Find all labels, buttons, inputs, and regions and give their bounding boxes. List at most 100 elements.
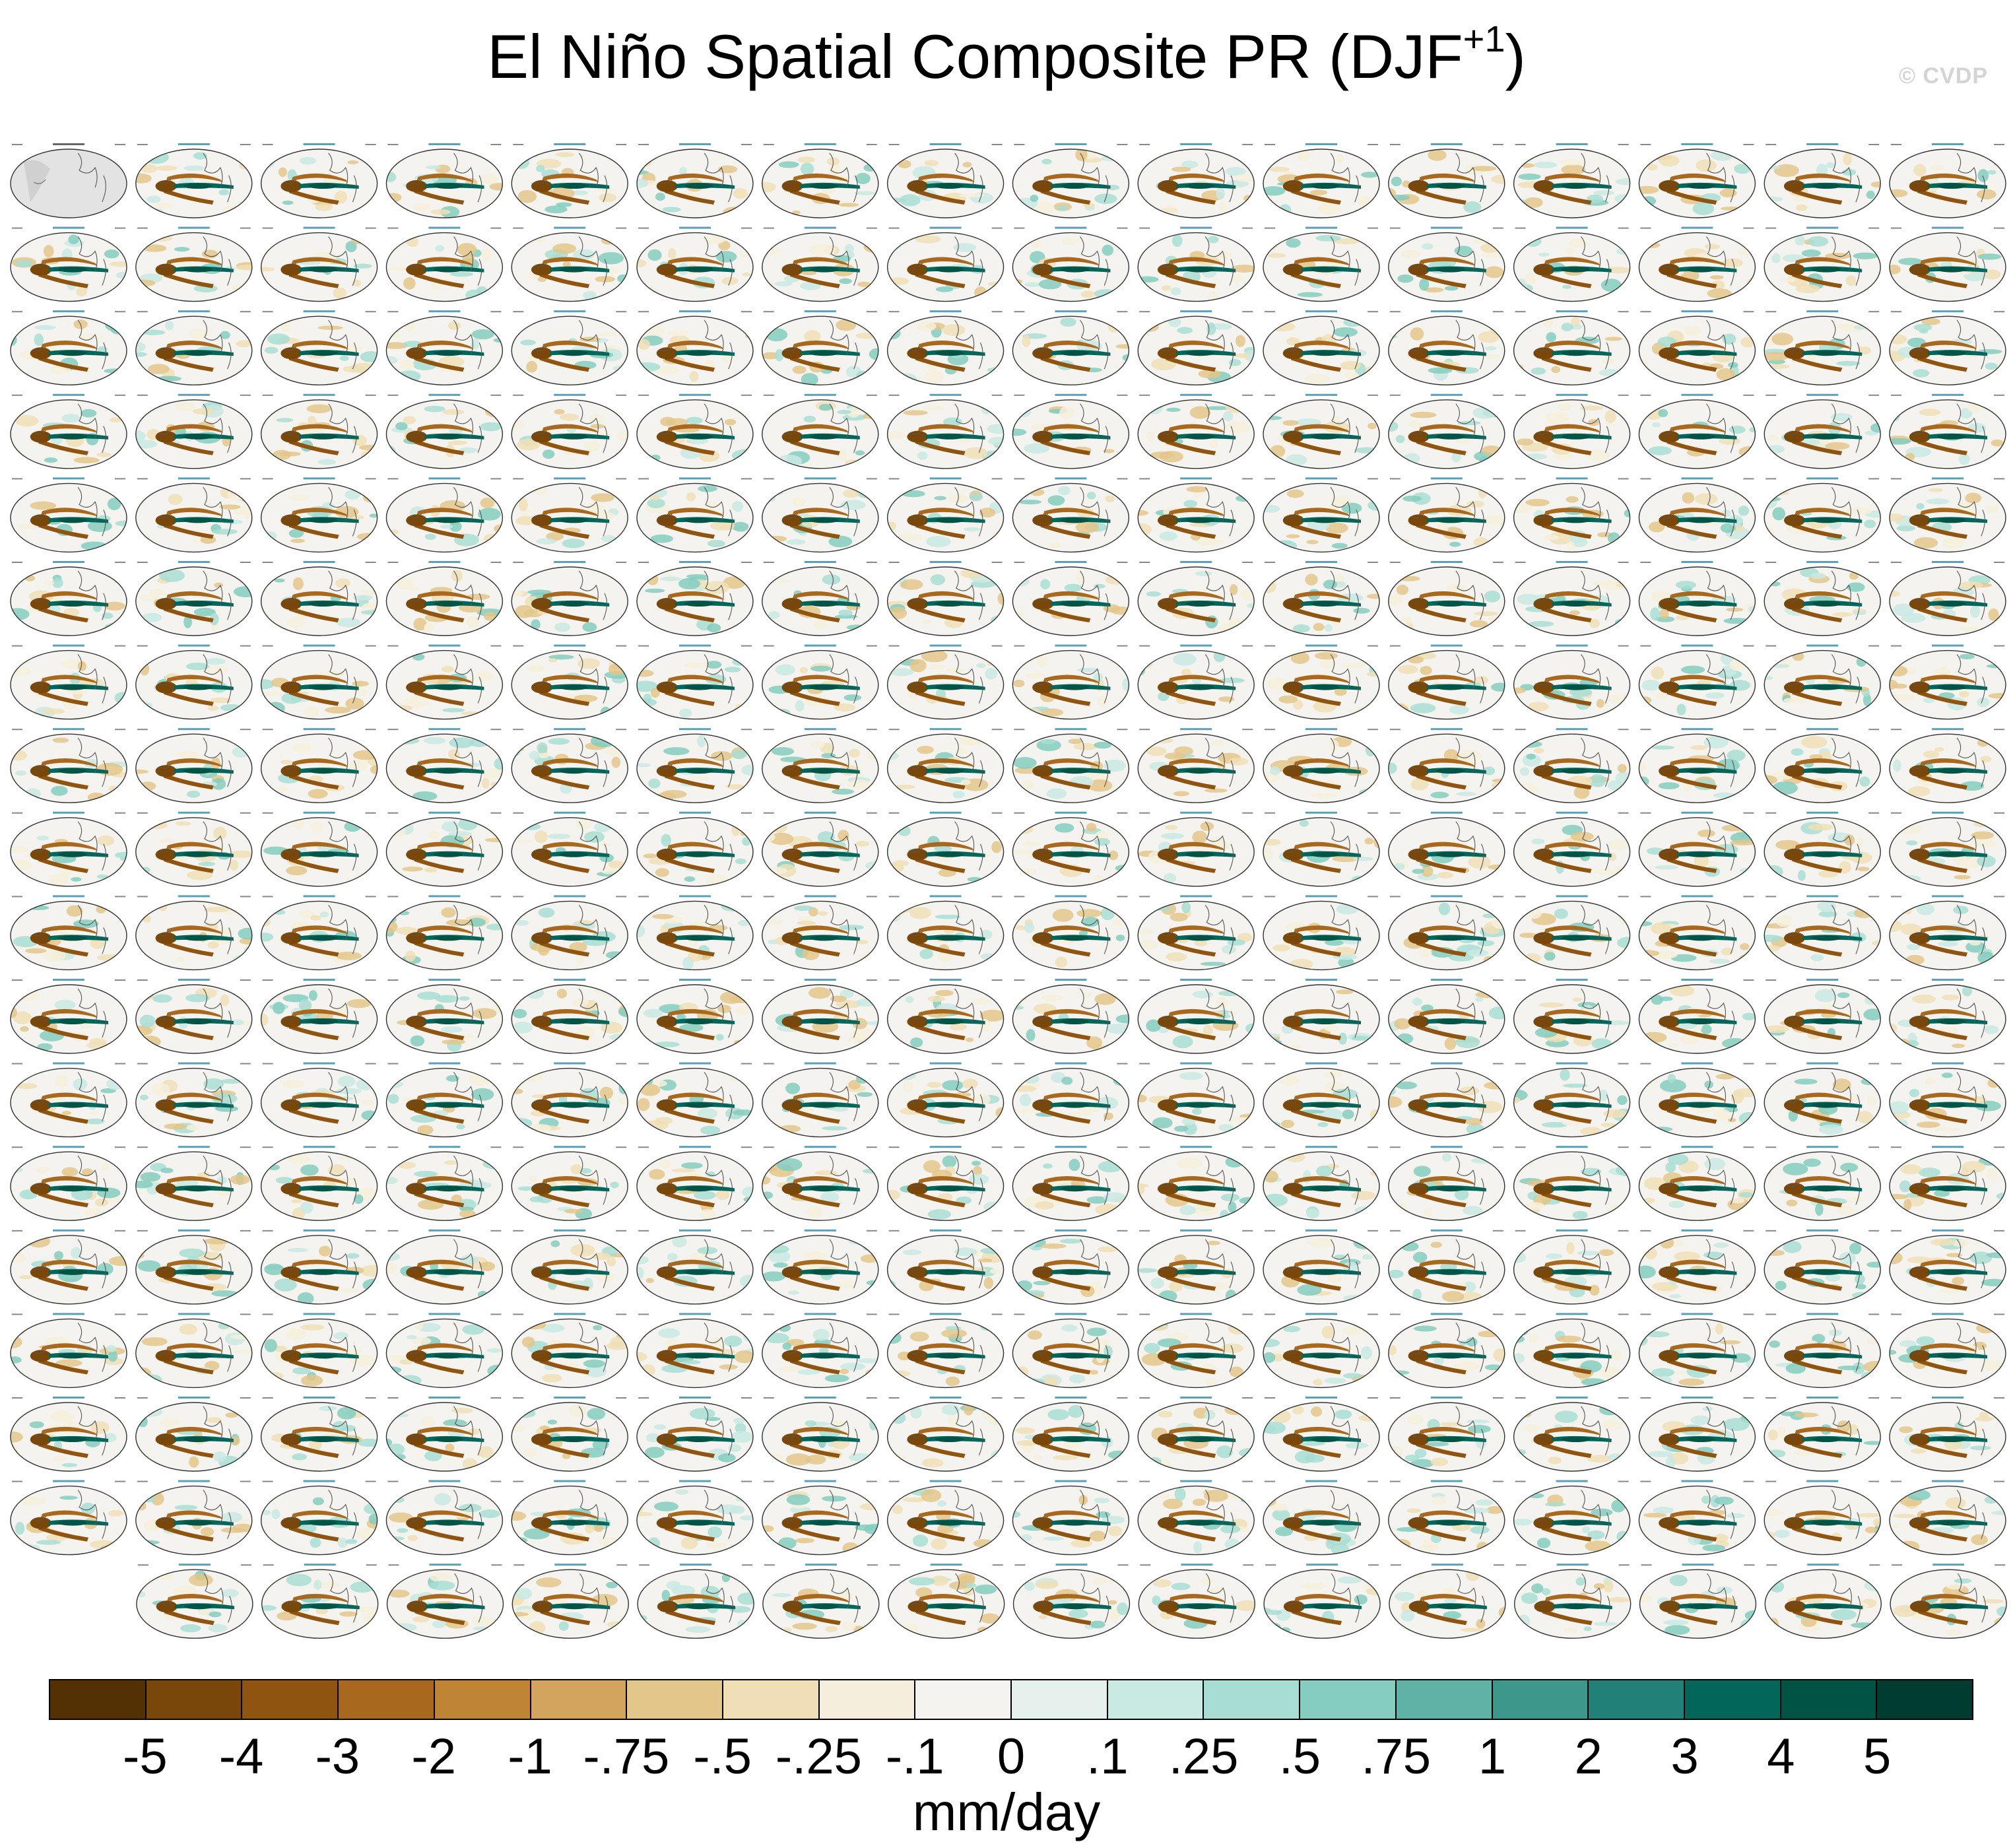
coastline [1229, 510, 1234, 537]
anomaly-blob [234, 586, 252, 598]
panel-corner-label-mark [1515, 144, 1526, 145]
map-border [511, 566, 628, 636]
dry-band [1418, 925, 1476, 935]
map-border [762, 315, 879, 385]
panel-corner-label-mark [137, 812, 148, 814]
panel-title-mark [1681, 895, 1713, 898]
anomaly-blob [1022, 842, 1041, 847]
dry-band [539, 690, 590, 706]
dry-core [1408, 514, 1430, 527]
dry-band [1541, 774, 1592, 790]
dry-band [38, 774, 88, 790]
coastline [1480, 510, 1484, 537]
map-border [886, 984, 1005, 1054]
panel-title-mark [1681, 226, 1713, 229]
coastline [1981, 760, 1985, 787]
dry-band [1168, 257, 1226, 266]
coastline [1229, 259, 1234, 286]
anomaly-blob [1795, 235, 1805, 246]
anomaly-blob [1164, 873, 1177, 883]
panel-corner-label-mark [888, 562, 900, 563]
dry-band [792, 341, 849, 350]
panel-corner-label-mark [638, 812, 649, 814]
panel-corner-label-mark [1368, 394, 1378, 396]
map-panel [135, 226, 253, 302]
map-border [1263, 649, 1380, 720]
dry-core [656, 263, 678, 276]
coastline [853, 927, 858, 954]
wet-core [183, 601, 213, 607]
dry-band [1541, 439, 1592, 455]
dry-core [406, 514, 428, 527]
map-panel [1137, 811, 1255, 887]
dry-band [665, 940, 715, 957]
anomaly-blob [1740, 337, 1755, 348]
panel-corner-label-mark [137, 562, 148, 563]
wet-core [935, 935, 964, 941]
anomaly-blob [1268, 290, 1280, 296]
map-border [1137, 232, 1255, 302]
anomaly-blob [135, 173, 152, 183]
coastline [33, 346, 46, 351]
coastline [1104, 259, 1109, 286]
coastline [1330, 319, 1350, 355]
anomaly-blob [1655, 692, 1668, 700]
coastline [578, 152, 599, 188]
anomaly-blob [842, 489, 859, 498]
anomaly-blob [244, 945, 252, 954]
panel-corner-label-mark [1139, 645, 1150, 647]
map-panel [135, 979, 253, 1054]
coastline [409, 346, 422, 351]
anomaly-blob [719, 991, 743, 1005]
wet-core [1436, 935, 1465, 941]
panel-corner-label-mark [262, 812, 273, 814]
anomaly-blob [512, 904, 527, 911]
panel-corner-label-mark [1117, 812, 1128, 814]
panel-corner-label-mark [387, 478, 399, 480]
panel-corner-label-mark [115, 144, 125, 145]
dry-core [1533, 765, 1555, 777]
dry-band [539, 272, 590, 288]
panel-title-mark [554, 310, 586, 313]
map-panel [135, 728, 253, 803]
map-panel [1012, 644, 1130, 720]
coastline [328, 737, 348, 773]
dry-band [1795, 173, 1852, 182]
coastline [704, 570, 724, 606]
anomaly-blob [1772, 507, 1786, 521]
panel-title-mark [1932, 811, 1964, 814]
anomaly-blob [183, 615, 192, 628]
anomaly-blob [186, 790, 201, 798]
anomaly-blob [1800, 736, 1828, 748]
anomaly-blob [742, 272, 752, 277]
anomaly-blob [1692, 202, 1715, 215]
coastline [829, 403, 849, 438]
map-border [1513, 482, 1631, 553]
coastline [33, 847, 46, 853]
coastline [203, 236, 223, 271]
dry-core [1909, 263, 1930, 276]
anomaly-blob [265, 737, 283, 745]
dry-core [531, 514, 552, 527]
anomaly-blob [574, 694, 598, 702]
panel-corner-label-mark [115, 227, 125, 229]
anomaly-blob [601, 1022, 622, 1034]
coastline [1604, 927, 1610, 954]
anomaly-blob [449, 271, 474, 277]
coastline [1536, 263, 1550, 268]
coastline [203, 988, 223, 1024]
dry-core [656, 598, 678, 610]
panel-corner-label-mark [365, 311, 376, 313]
map-panel [1764, 644, 1881, 720]
coastline [1104, 676, 1109, 704]
coastline [659, 847, 673, 853]
panel-corner-label-mark [1014, 311, 1025, 313]
anomaly-blob [1306, 540, 1319, 544]
anomaly-blob [139, 595, 158, 601]
map-panels-svg [10, 143, 2007, 1639]
anomaly-blob [402, 866, 424, 872]
map-border [636, 566, 754, 636]
dry-band [1291, 1024, 1341, 1040]
wet-core [1185, 935, 1215, 941]
dry-core [781, 263, 803, 276]
